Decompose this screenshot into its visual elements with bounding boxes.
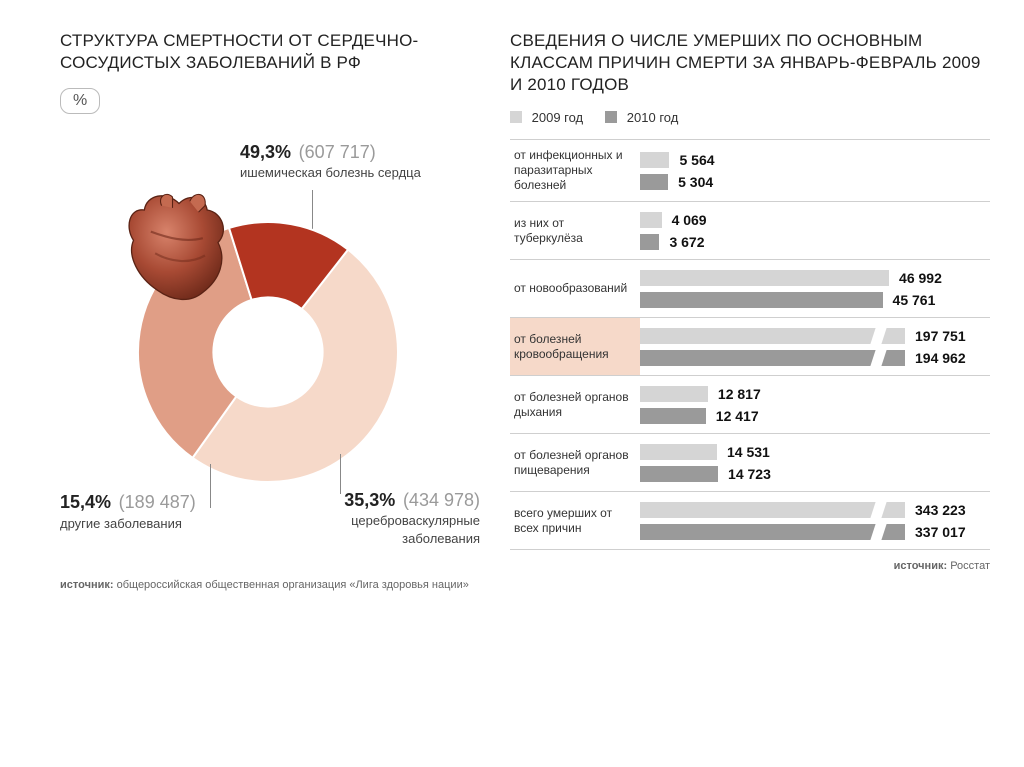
- donut-hole: [214, 299, 321, 406]
- left-title: СТРУКТУРА СМЕРТНОСТИ ОТ СЕРДЕЧНО-СОСУДИС…: [60, 30, 480, 74]
- bar-line-2010: 5 304: [640, 173, 984, 191]
- bar-value-2009: 343 223: [915, 502, 966, 518]
- bar-row: от новообразований 46 992 45 761: [510, 260, 990, 318]
- bar-line-2010: 3 672: [640, 233, 984, 251]
- bar-row-label: от болезней кровообращения: [510, 318, 640, 375]
- bar-rows: от инфекционных и паразитарных болезней5…: [510, 139, 990, 550]
- bar-2010: [640, 408, 706, 424]
- bar-row-label: всего умерших от всех причин: [510, 492, 640, 549]
- source-right: источник: Росстат: [510, 560, 990, 572]
- legend-swatch-2009: [510, 111, 522, 123]
- bar-line-2009: 197 751: [640, 327, 984, 345]
- legend-swatch-2010: [605, 111, 617, 123]
- bar-row-bars: 12 817 12 417: [640, 376, 990, 433]
- slice-label-cerebro: 35,3% (434 978) цереброваскулярные забол…: [285, 488, 480, 547]
- bar-row-label: от новообразований: [510, 260, 640, 317]
- legend-item-2010: 2010 год: [605, 110, 678, 125]
- bar-row: от болезней кровообращения 197 751 194 962: [510, 318, 990, 376]
- bar-value-2009: 14 531: [727, 444, 770, 460]
- bar-value-2010: 337 017: [915, 524, 966, 540]
- bar-value-2009: 4 069: [672, 212, 707, 228]
- bar-row-label: из них от туберкулёза: [510, 202, 640, 259]
- bar-line-2010: 337 017: [640, 523, 984, 541]
- bar-line-2010: 194 962: [640, 349, 984, 367]
- bar-2010: [640, 292, 883, 308]
- percent-badge: %: [60, 88, 100, 114]
- bar-line-2009: 5 564: [640, 151, 984, 169]
- bar-2010: [640, 350, 905, 366]
- bar-line-2009: 14 531: [640, 443, 984, 461]
- bar-row-bars: 343 223 337 017: [640, 492, 990, 549]
- slice-label-ischemic: 49,3% (607 717) ишемическая болезнь серд…: [240, 140, 470, 182]
- bar-value-2010: 14 723: [728, 466, 771, 482]
- bar-2009: [640, 386, 708, 402]
- bar-2009: [640, 270, 889, 286]
- bar-row: всего умерших от всех причин 343 223 337 0…: [510, 492, 990, 550]
- right-panel: СВЕДЕНИЯ О ЧИСЛЕ УМЕРШИХ ПО ОСНОВНЫМ КЛА…: [510, 30, 990, 594]
- bar-2009: [640, 444, 717, 460]
- bar-line-2009: 4 069: [640, 211, 984, 229]
- bar-value-2010: 12 417: [716, 408, 759, 424]
- bar-value-2009: 197 751: [915, 328, 966, 344]
- bar-line-2010: 12 417: [640, 407, 984, 425]
- bar-value-2009: 5 564: [679, 152, 714, 168]
- bar-value-2009: 46 992: [899, 270, 942, 286]
- bar-2010: [640, 174, 668, 190]
- bar-row: от болезней органов пищеварения14 53114 …: [510, 434, 990, 492]
- bar-2009: [640, 502, 905, 518]
- bar-row-label: от болезней органов дыхания: [510, 376, 640, 433]
- bar-2010: [640, 466, 718, 482]
- bar-row-bars: 46 992 45 761: [640, 260, 990, 317]
- bar-2010: [640, 524, 905, 540]
- bar-value-2010: 194 962: [915, 350, 966, 366]
- left-panel: СТРУКТУРА СМЕРТНОСТИ ОТ СЕРДЕЧНО-СОСУДИС…: [60, 30, 480, 594]
- bar-row-label: от инфекционных и паразитарных болезней: [510, 140, 640, 201]
- bar-row-label: от болезней органов пищеварения: [510, 434, 640, 491]
- bar-row-bars: 5 564 5 304: [640, 140, 990, 201]
- legend: 2009 год 2010 год: [510, 110, 990, 125]
- bar-2009: [640, 328, 905, 344]
- slice-label-other: 15,4% (189 487) другие заболевания: [60, 490, 230, 532]
- bar-line-2009: 343 223: [640, 501, 984, 519]
- bar-line-2009: 12 817: [640, 385, 984, 403]
- bar-line-2010: 45 761: [640, 291, 984, 309]
- bar-value-2010: 5 304: [678, 174, 713, 190]
- bar-row: от болезней органов дыхания 12 817 12 417: [510, 376, 990, 434]
- bar-value-2009: 12 817: [718, 386, 761, 402]
- donut-chart-area: 49,3% (607 717) ишемическая болезнь серд…: [60, 122, 480, 562]
- legend-item-2009: 2009 год: [510, 110, 583, 125]
- bar-row-bars: 4 069 3 672: [640, 202, 990, 259]
- source-left: источник: общероссийская общественная ор…: [60, 578, 480, 593]
- bar-row: от инфекционных и паразитарных болезней5…: [510, 140, 990, 202]
- bar-2009: [640, 152, 669, 168]
- bar-value-2010: 3 672: [669, 234, 704, 250]
- bar-row: из них от туберкулёза 4 069 3 672: [510, 202, 990, 260]
- bar-2010: [640, 234, 659, 250]
- bar-2009: [640, 212, 662, 228]
- bar-line-2009: 46 992: [640, 269, 984, 287]
- leader-line: [340, 454, 341, 494]
- bar-row-bars: 197 751 194 962: [640, 318, 990, 375]
- leader-line: [210, 464, 211, 508]
- bar-line-2010: 14 723: [640, 465, 984, 483]
- bar-value-2010: 45 761: [893, 292, 936, 308]
- anatomical-heart-icon: [114, 184, 244, 314]
- right-title: СВЕДЕНИЯ О ЧИСЛЕ УМЕРШИХ ПО ОСНОВНЫМ КЛА…: [510, 30, 990, 96]
- bar-row-bars: 14 531 14 723: [640, 434, 990, 491]
